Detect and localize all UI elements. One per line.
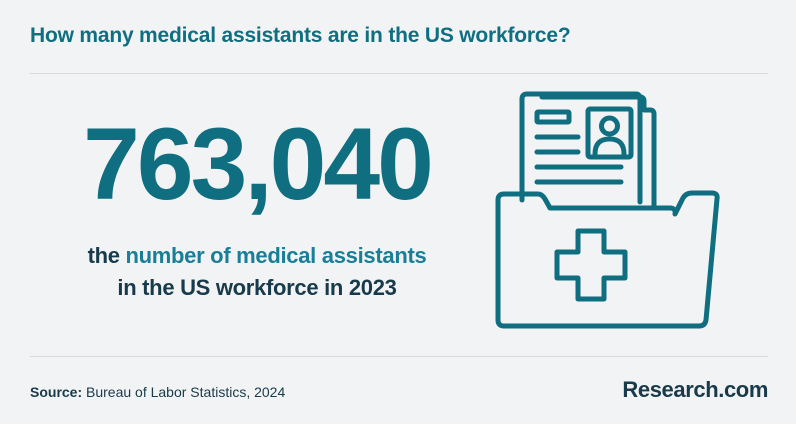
source-label: Source: — [30, 384, 83, 400]
source-text: Bureau of Labor Statistics, 2024 — [82, 384, 286, 400]
top-divider — [30, 73, 768, 74]
caption-line-2: in the US workforce in 2023 — [117, 275, 397, 300]
medical-folder-icon — [478, 88, 728, 343]
brand-logo[interactable]: Research.com — [622, 377, 768, 403]
brand-name: Research — [622, 377, 719, 402]
page-title: How many medical assistants are in the U… — [30, 24, 571, 47]
stat-caption: the number of medical assistants in the … — [62, 240, 452, 304]
brand-tld: .com — [718, 377, 768, 402]
source-note: Source: Bureau of Labor Statistics, 2024 — [30, 384, 285, 400]
bottom-divider — [30, 356, 768, 357]
caption-lead: the — [87, 243, 120, 268]
headline-stat: 763,040 — [83, 107, 434, 221]
caption-highlight: number of medical assistants — [125, 243, 427, 268]
